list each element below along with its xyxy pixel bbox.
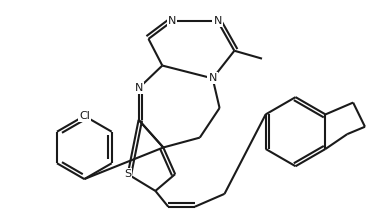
Text: N: N xyxy=(214,16,222,26)
Text: N: N xyxy=(168,16,176,26)
Text: N: N xyxy=(134,83,143,93)
Text: Cl: Cl xyxy=(79,111,90,121)
Text: N: N xyxy=(208,73,217,83)
Text: S: S xyxy=(124,169,131,179)
